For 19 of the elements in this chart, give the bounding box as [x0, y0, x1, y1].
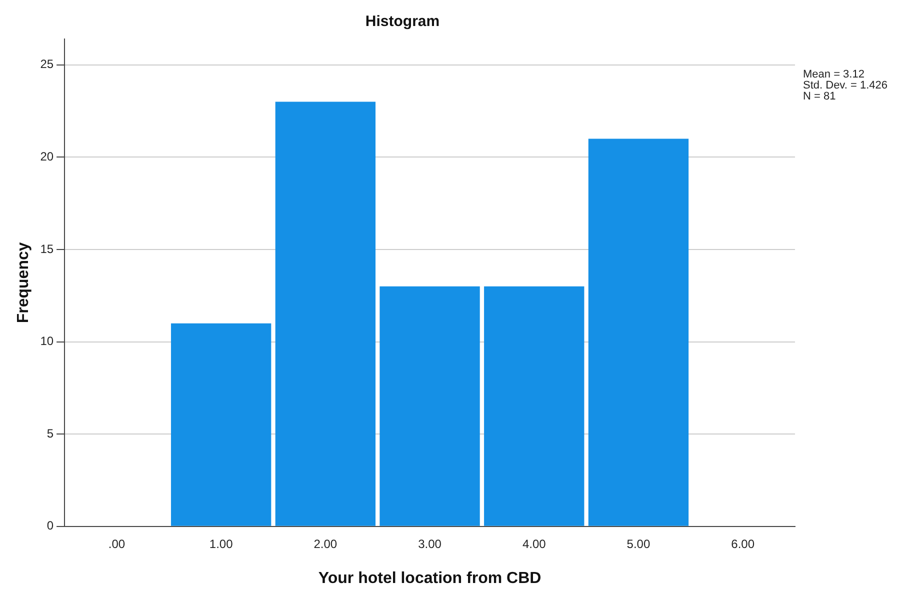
y-axis-title: Frequency [15, 242, 32, 324]
y-tick-label: 25 [40, 57, 54, 72]
text: Std. Dev. = 1.426 [803, 80, 888, 92]
x-tick-label: .00 [108, 536, 126, 551]
x-tick-label: 2.00 [314, 536, 338, 551]
x-tick-label: 5.00 [626, 536, 650, 551]
chart-title: Histogram [365, 13, 440, 30]
x-axis-title: Your hotel location from CBD [318, 570, 542, 587]
text: N = 81 [803, 90, 836, 103]
x-tick-label: 6.00 [731, 536, 755, 551]
x-tick-label: 4.00 [522, 536, 546, 551]
y-tick-label: 20 [40, 149, 54, 164]
y-tick-label: 15 [40, 242, 54, 256]
x-tick-label: 3.00 [418, 536, 442, 551]
y-tick-label: 5 [46, 426, 54, 440]
text: Mean = 3.12 [803, 68, 864, 81]
y-tick-label: 0 [46, 518, 54, 533]
y-tick-label: 10 [40, 334, 54, 348]
x-tick-label: 1.00 [209, 536, 234, 551]
